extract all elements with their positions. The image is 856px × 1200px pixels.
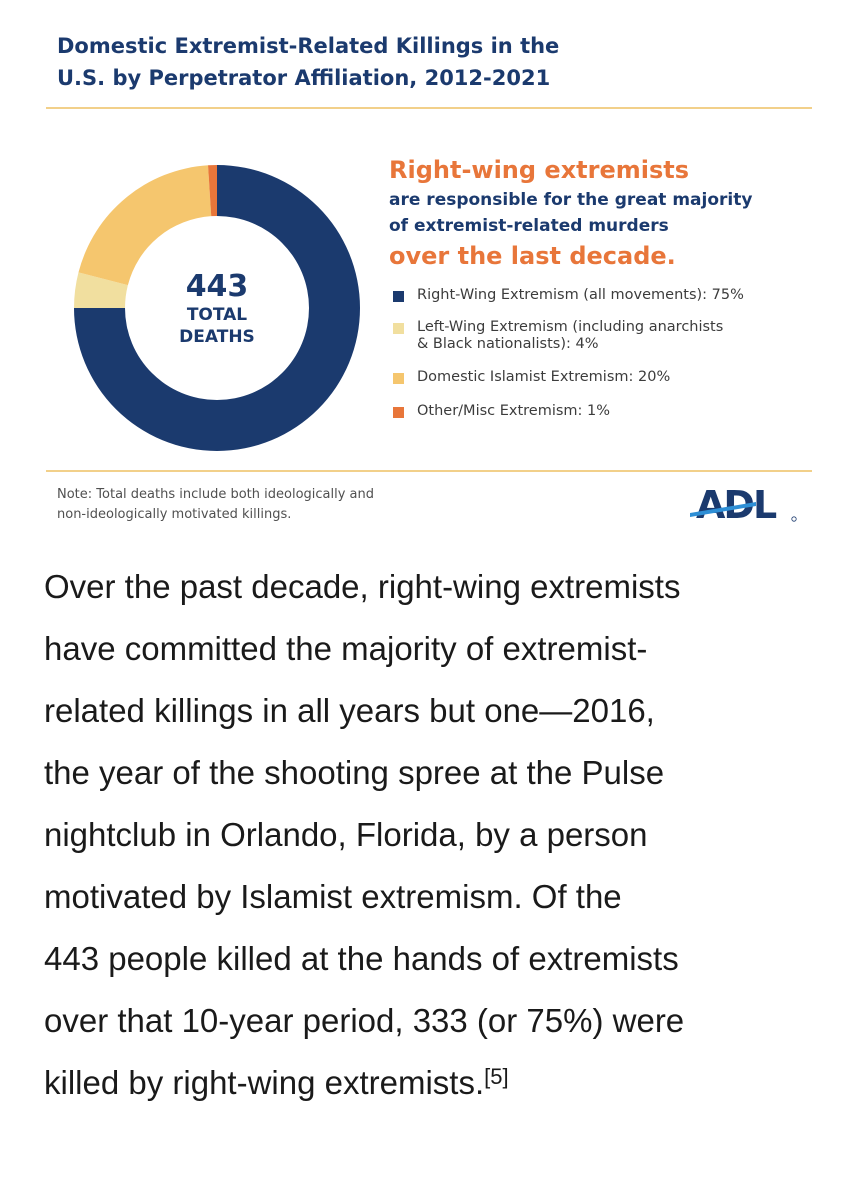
legend-label-left-wing-cont: & Black nationalists): 4% [417,336,599,352]
legend-item-right-wing: Right-Wing Extremism (all movements): 75… [393,287,813,304]
adl-logo-swoosh [690,502,756,517]
legend-label-islamist: Domestic Islamist Extremism: 20% [417,369,671,385]
article-line: motivated by Islamist extremism. Of the [44,878,622,915]
donut-slice-right-wing-extremism [74,165,360,451]
footnote-link[interactable]: [5] [484,1064,509,1089]
donut-slice-other-misc-extremism [208,165,217,217]
article-line-last: killed by right-wing extremists.[5] [44,1052,834,1114]
legend-label-other: Other/Misc Extremism: 1% [417,403,611,419]
article-line: Over the past decade, right-wing extremi… [44,568,681,605]
legend-item-other: Other/Misc Extremism: 1% [393,403,813,420]
article-paragraph: Over the past decade, right-wing extremi… [44,556,834,1114]
headline-line-2: are responsible for the great majority [389,190,753,210]
donut-slice-left-wing-extremism [74,272,128,308]
chart-title: Domestic Extremist-Related Killings in t… [57,30,617,94]
chart-headline: Right-wing extremists are responsible fo… [389,153,809,273]
adl-logo-text: ADL [696,483,777,524]
deaths-label: DEATHS [179,327,255,347]
headline-line-3: of extremist-related murders [389,216,669,236]
legend-swatch-right-wing [393,291,404,302]
note-line-2: non-ideologically motivated killings. [57,507,292,522]
donut-svg [74,165,360,451]
legend: Right-Wing Extremism (all movements): 75… [393,287,813,433]
headline-line-1: Right-wing extremists [389,156,690,184]
legend-swatch-left-wing [393,323,404,334]
article-line: nightclub in Orlando, Florida, by a pers… [44,816,648,853]
article-line: the year of the shooting spree at the Pu… [44,754,665,791]
donut-slice-domestic-islamist-extremism [78,165,212,286]
total-deaths-value: 443 [185,269,249,304]
chart-title-line-2: U.S. by Perpetrator Affiliation, 2012-20… [57,66,551,90]
chart-title-line-1: Domestic Extremist-Related Killings in t… [57,34,560,58]
adl-logo: ADL [690,483,797,524]
legend-swatch-islamist [393,373,404,384]
bottom-divider [46,470,812,472]
legend-item-left-wing: Left-Wing Extremism (including anarchist… [393,319,813,353]
legend-label-left-wing: Left-Wing Extremism (including anarchist… [417,319,724,335]
article-line: 443 people killed at the hands of extrem… [44,940,679,977]
donut-chart: 443 TOTAL DEATHS [74,165,360,451]
legend-label-right-wing: Right-Wing Extremism (all movements): 75… [417,287,744,303]
legend-item-islamist: Domestic Islamist Extremism: 20% [393,369,813,386]
article-line: over that 10-year period, 333 (or 75%) w… [44,1002,685,1039]
chart-note: Note: Total deaths include both ideologi… [57,485,457,525]
article-line-text: killed by right-wing extremists. [44,1064,485,1101]
article-line: related killings in all years but one—20… [44,692,655,729]
headline-line-4: over the last decade. [389,242,676,270]
legend-swatch-other [393,407,404,418]
donut-center: 443 TOTAL DEATHS [74,165,360,451]
top-divider [46,107,812,109]
registered-mark-icon [791,516,797,522]
total-label: TOTAL [186,305,248,325]
article-line: have committed the majority of extremist… [44,630,648,667]
note-line-1: Note: Total deaths include both ideologi… [57,487,375,502]
